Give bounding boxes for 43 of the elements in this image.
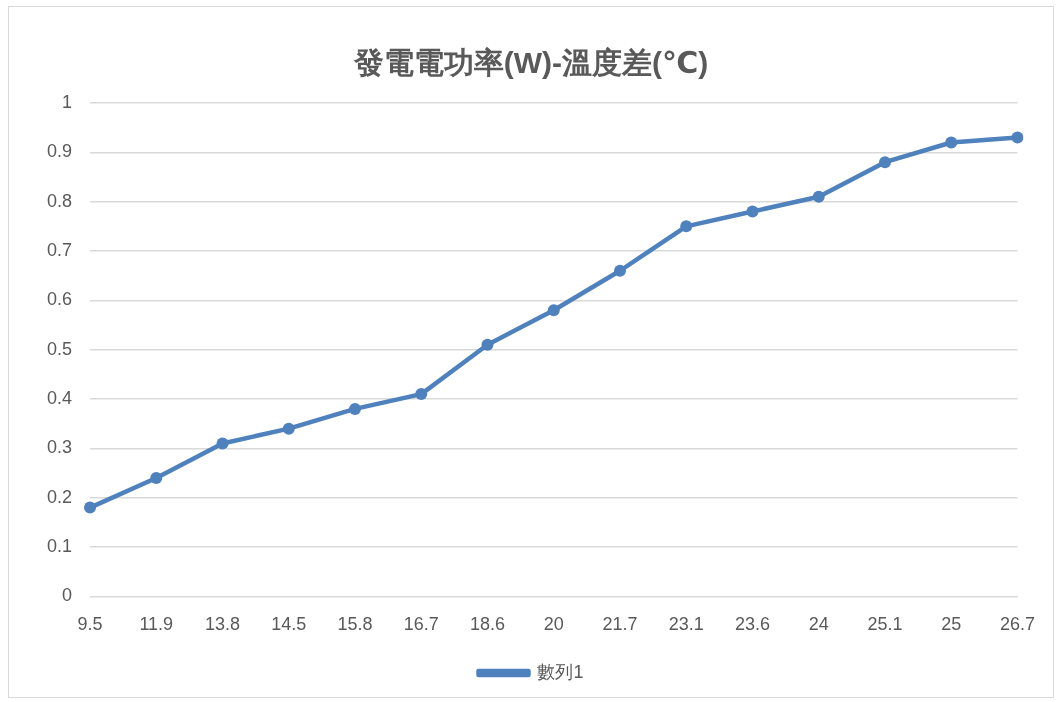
x-tick-label: 23.6 [734, 614, 771, 635]
y-tick-label: 0.5 [46, 338, 73, 359]
y-tick-label: 0.4 [46, 388, 73, 409]
chart-title: 發電電功率(W)-溫度差(℃) [352, 46, 709, 80]
x-tick-label: 9.5 [77, 614, 103, 635]
x-tick-label: 11.9 [139, 614, 174, 635]
y-tick-label: 0.7 [46, 239, 73, 260]
point [878, 156, 891, 169]
x-tick-label: 25 [941, 614, 962, 635]
x-tick-label: 14.5 [271, 614, 307, 635]
legend-label: 數列1 [537, 661, 584, 682]
x-tick-label: 24 [808, 614, 829, 635]
x-tick-label: 25.1 [867, 614, 903, 635]
y-tick-label: 0.1 [46, 536, 73, 557]
y-tick-label: 0.8 [46, 190, 73, 211]
point [812, 190, 825, 203]
x-tick-label: 18.6 [469, 614, 506, 635]
point [216, 437, 229, 450]
x-tick-label: 20 [543, 614, 564, 635]
x-tick-label: 13.8 [204, 614, 241, 635]
point [84, 501, 97, 514]
x-tick-label: 16.7 [403, 614, 439, 635]
point [614, 264, 626, 277]
point [680, 220, 693, 233]
point [150, 471, 163, 484]
x-tick-label: 21.7 [602, 614, 638, 635]
x-tick-label: 23.1 [668, 614, 704, 635]
y-tick-label: 0.2 [46, 486, 73, 507]
y-tick-label: 0.6 [46, 289, 73, 310]
y-tick-label: 0.9 [46, 141, 73, 162]
y-tick-label: 0.3 [46, 437, 73, 458]
x-tick-label: 15.8 [337, 614, 373, 635]
point [746, 205, 759, 218]
point [349, 402, 362, 415]
point [415, 388, 428, 401]
point [1011, 131, 1024, 144]
point [547, 304, 560, 317]
x-tick-label: 26.7 [999, 614, 1036, 635]
y-tick-label: 1 [62, 91, 73, 112]
point [481, 338, 494, 351]
point [945, 136, 958, 149]
y-tick-label: 0 [62, 585, 73, 606]
point [282, 422, 295, 435]
